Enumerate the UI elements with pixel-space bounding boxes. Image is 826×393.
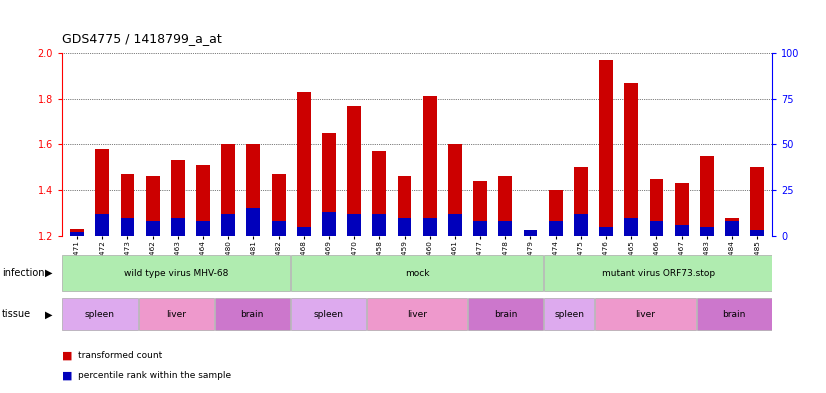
Text: GDS4775 / 1418799_a_at: GDS4775 / 1418799_a_at: [62, 32, 221, 45]
Text: spleen: spleen: [313, 310, 344, 319]
Bar: [544, 299, 594, 330]
Text: ■: ■: [62, 370, 73, 380]
Bar: [649, 179, 663, 236]
Text: liver: liver: [635, 310, 656, 319]
Bar: [63, 255, 290, 291]
Text: percentile rank within the sample: percentile rank within the sample: [78, 371, 231, 380]
Bar: [272, 174, 286, 236]
Bar: [448, 214, 462, 236]
Text: spleen: spleen: [554, 310, 584, 319]
Text: liver: liver: [166, 310, 186, 319]
Bar: [524, 230, 538, 236]
Bar: [63, 299, 138, 330]
Bar: [347, 106, 361, 236]
Bar: [121, 174, 135, 236]
Bar: [70, 232, 84, 236]
Bar: [196, 221, 210, 236]
Bar: [675, 183, 689, 236]
Bar: [95, 149, 109, 236]
Bar: [246, 144, 260, 236]
Bar: [624, 217, 638, 236]
Bar: [574, 214, 588, 236]
Bar: [696, 299, 771, 330]
Bar: [675, 225, 689, 236]
Bar: [139, 299, 214, 330]
Text: ▶: ▶: [45, 309, 53, 320]
Bar: [291, 255, 544, 291]
Bar: [700, 227, 714, 236]
Bar: [423, 96, 437, 236]
Bar: [448, 144, 462, 236]
Bar: [347, 214, 361, 236]
Bar: [750, 230, 764, 236]
Text: brain: brain: [240, 310, 264, 319]
Bar: [649, 221, 663, 236]
Bar: [524, 233, 538, 236]
Bar: [473, 181, 487, 236]
Bar: [397, 176, 411, 236]
Bar: [624, 83, 638, 236]
Text: ▶: ▶: [45, 268, 53, 278]
Text: spleen: spleen: [85, 310, 115, 319]
Bar: [367, 299, 468, 330]
Bar: [95, 214, 109, 236]
Bar: [246, 208, 260, 236]
Bar: [215, 299, 290, 330]
Bar: [196, 165, 210, 236]
Text: transformed count: transformed count: [78, 351, 163, 360]
Bar: [145, 176, 159, 236]
Bar: [322, 212, 336, 236]
Bar: [548, 221, 563, 236]
Bar: [221, 214, 235, 236]
Bar: [548, 190, 563, 236]
Text: brain: brain: [494, 310, 518, 319]
Bar: [700, 156, 714, 236]
Bar: [473, 221, 487, 236]
Bar: [599, 227, 613, 236]
Bar: [171, 217, 185, 236]
Text: infection: infection: [2, 268, 44, 278]
Bar: [599, 60, 613, 236]
Bar: [423, 217, 437, 236]
Bar: [171, 160, 185, 236]
Text: ■: ■: [62, 351, 73, 361]
Bar: [373, 214, 387, 236]
Bar: [725, 217, 739, 236]
Bar: [291, 299, 366, 330]
Bar: [373, 151, 387, 236]
Bar: [498, 221, 512, 236]
Text: tissue: tissue: [2, 309, 31, 320]
Bar: [70, 229, 84, 236]
Bar: [750, 167, 764, 236]
Bar: [121, 217, 135, 236]
Text: brain: brain: [723, 310, 746, 319]
Bar: [145, 221, 159, 236]
Bar: [725, 221, 739, 236]
Bar: [544, 255, 771, 291]
Bar: [297, 227, 311, 236]
Bar: [221, 144, 235, 236]
Text: mutant virus ORF73.stop: mutant virus ORF73.stop: [601, 269, 714, 277]
Bar: [498, 176, 512, 236]
Bar: [297, 92, 311, 236]
Text: liver: liver: [407, 310, 427, 319]
Bar: [397, 217, 411, 236]
Bar: [596, 299, 695, 330]
Bar: [468, 299, 544, 330]
Bar: [574, 167, 588, 236]
Bar: [272, 221, 286, 236]
Text: mock: mock: [405, 269, 430, 277]
Text: wild type virus MHV-68: wild type virus MHV-68: [124, 269, 228, 277]
Bar: [322, 133, 336, 236]
